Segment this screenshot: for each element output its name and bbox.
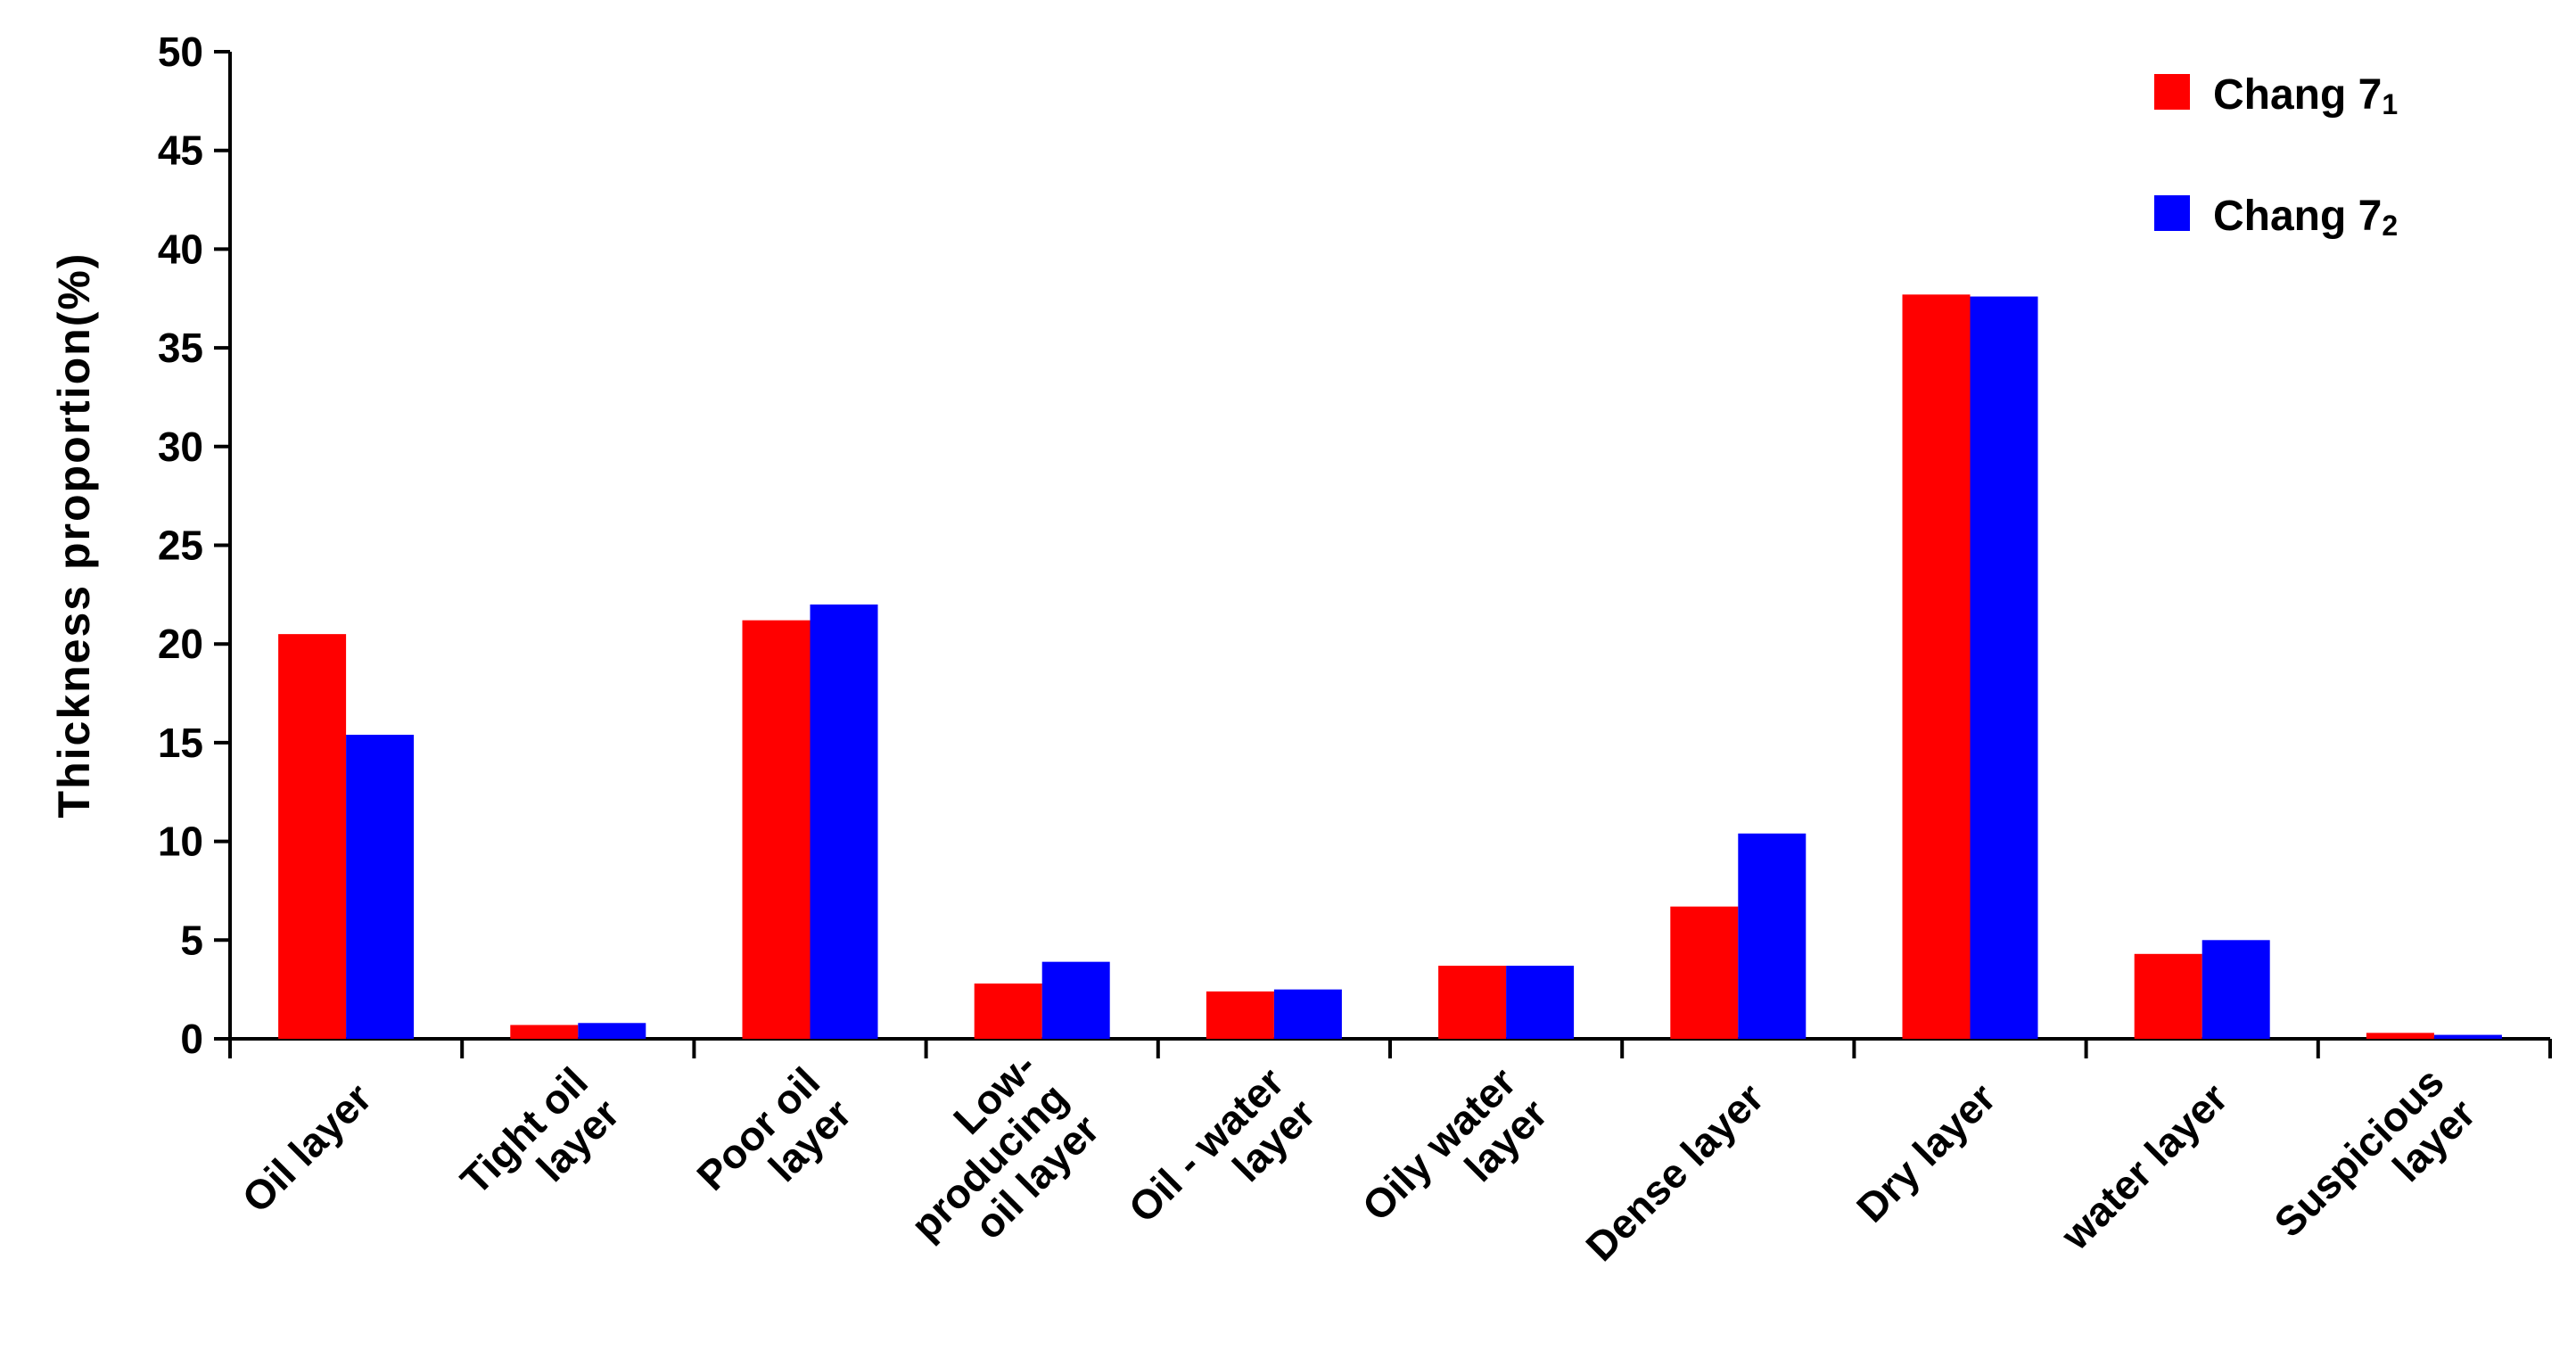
- x-category-label: water layer: [2052, 1074, 2237, 1260]
- x-category-label: Dense layer: [1576, 1074, 1772, 1270]
- bar-chang-71: [1902, 294, 1971, 1039]
- bar-chang-71: [2134, 953, 2202, 1039]
- legend-swatch: [2154, 74, 2190, 110]
- y-tick-label: 45: [158, 128, 203, 174]
- y-tick-label: 15: [158, 720, 203, 766]
- bar-chang-71: [1438, 966, 1507, 1039]
- x-category-label: Poor oillayer: [687, 1058, 860, 1231]
- y-tick-label: 20: [158, 621, 203, 667]
- x-category-label: Dry layer: [1848, 1074, 2004, 1231]
- bar-chang-72: [346, 735, 415, 1039]
- legend-swatch: [2154, 195, 2190, 231]
- bar-chang-71: [278, 634, 347, 1039]
- bars: [278, 294, 2502, 1039]
- y-tick-label: 40: [158, 226, 203, 272]
- y-tick-label: 25: [158, 523, 203, 569]
- x-category-label: Suspiciouslayer: [2265, 1058, 2484, 1278]
- y-axis-title: Thickness proportion(%): [49, 252, 99, 819]
- legend-label: Chang 71: [2213, 71, 2398, 120]
- legend-label: Chang 72: [2213, 193, 2398, 242]
- y-tick-label: 0: [180, 1016, 203, 1062]
- x-category-label: Oil layer: [233, 1074, 380, 1222]
- bar-chang-71: [742, 620, 811, 1039]
- x-category-label: Oily waterlayer: [1354, 1058, 1557, 1262]
- y-axis: 0 5 10 15 20 25 30 35 40 45 50: [158, 29, 232, 1062]
- y-tick-label: 30: [158, 424, 203, 470]
- bar-chang-72: [810, 604, 878, 1039]
- bar-chang-71: [974, 984, 1042, 1039]
- y-tick-label: 10: [158, 819, 203, 865]
- bar-chang-72: [578, 1023, 646, 1039]
- y-tick-label: 50: [158, 29, 203, 75]
- x-axis: Oil layer Tight oillayer Poor oillayer Low-…: [228, 1037, 2552, 1280]
- x-category-label: Tight oillayer: [451, 1058, 628, 1235]
- bar-chang-72: [1506, 966, 1575, 1039]
- bar-chang-71: [2366, 1033, 2434, 1039]
- bar-chang-71: [1670, 906, 1739, 1039]
- y-tick-label: 5: [180, 917, 203, 963]
- y-tick-label: 35: [158, 325, 203, 371]
- x-category-label: Low-producingoil layer: [870, 1042, 1108, 1280]
- bar-chang-72: [2202, 940, 2270, 1039]
- bar-chang-72: [1738, 833, 1806, 1039]
- bar-chang-72: [2433, 1034, 2502, 1039]
- bar-chang-72: [1041, 961, 1110, 1039]
- bar-chang-72: [1970, 296, 2038, 1039]
- bar-chang-72: [1273, 989, 1342, 1039]
- bar-chang-71: [510, 1025, 579, 1039]
- x-category-label: Oil - waterlayer: [1120, 1058, 1324, 1263]
- bar-chang-71: [1206, 991, 1274, 1039]
- legend: Chang 71 Chang 72: [2154, 71, 2398, 242]
